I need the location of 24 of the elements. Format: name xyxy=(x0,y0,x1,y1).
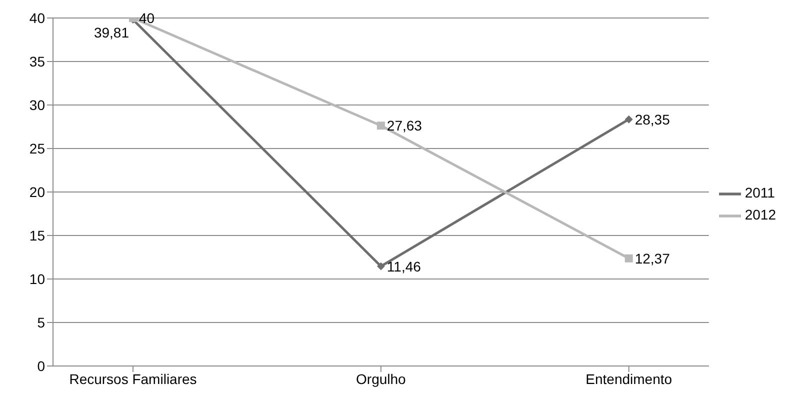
data-label: 11,46 xyxy=(386,258,422,274)
y-tick-label: 5 xyxy=(37,314,46,330)
data-label: 28,35 xyxy=(634,111,670,128)
y-tick-label: 10 xyxy=(29,270,46,287)
data-label: 40 xyxy=(139,10,155,26)
legend-label: 2012 xyxy=(744,206,776,222)
data-label: 12,37 xyxy=(634,250,670,266)
data-label: 27,63 xyxy=(386,118,422,134)
x-tick-label: Entendimento xyxy=(586,370,672,387)
y-tick-label: 25 xyxy=(29,140,46,156)
data-label: 39,81 xyxy=(94,24,130,41)
y-tick-label: 15 xyxy=(29,227,46,244)
y-tick-label: 20 xyxy=(29,184,46,200)
legend-label: 2011 xyxy=(744,184,775,200)
y-tick-label: 35 xyxy=(29,53,46,70)
y-tick-label: 40 xyxy=(29,10,46,26)
x-tick-label: Recursos Familiares xyxy=(69,370,197,387)
point xyxy=(624,115,633,124)
point xyxy=(376,122,385,130)
y-tick-label: 30 xyxy=(29,96,46,113)
x-tick-label: Orgulho xyxy=(356,370,406,387)
point xyxy=(624,254,633,262)
y-tick-label: 0 xyxy=(37,358,46,374)
point xyxy=(376,262,385,270)
